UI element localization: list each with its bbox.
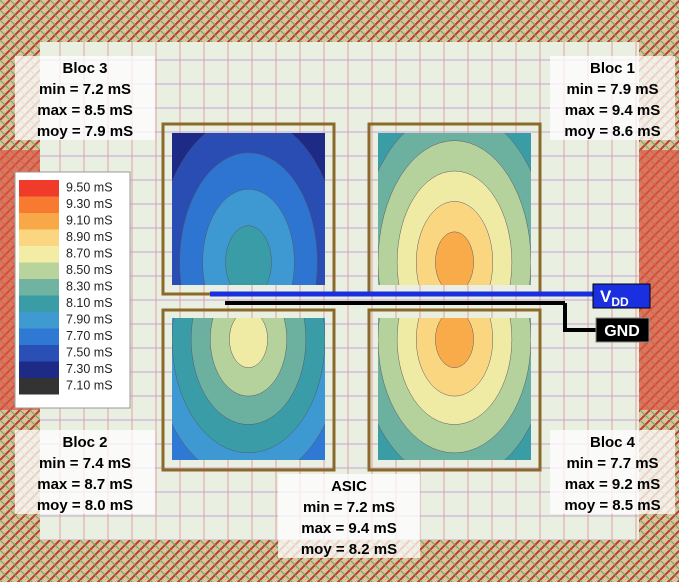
label-bg: [15, 56, 155, 140]
stat-title: Bloc 2: [62, 434, 107, 451]
legend-swatch: [19, 345, 59, 362]
stat-max: max = 9.4 mS: [301, 520, 396, 537]
stat-max: max = 9.4 mS: [565, 102, 660, 119]
stat-title: Bloc 3: [62, 60, 107, 77]
legend-swatch: [19, 295, 59, 312]
stat-max: max = 8.5 mS: [37, 102, 132, 119]
legend-swatch: [19, 262, 59, 279]
contour-map: [378, 133, 531, 285]
block-frame: [367, 308, 542, 472]
stat-title: Bloc 4: [590, 434, 636, 451]
legend-label: 8.50 mS: [66, 263, 113, 277]
stat-min: min = 7.9 mS: [566, 81, 658, 98]
legend-swatch: [19, 213, 59, 230]
label-bg: [15, 430, 155, 514]
legend-label: 8.10 mS: [66, 296, 113, 310]
stat-min: min = 7.7 mS: [566, 455, 658, 472]
legend-swatch: [19, 378, 59, 395]
legend-label: 9.50 mS: [66, 181, 113, 195]
contour-map: [378, 318, 531, 460]
stat-min: min = 7.2 mS: [39, 81, 131, 98]
contour-level: [435, 318, 474, 368]
contour-level: [225, 225, 272, 285]
legend-swatch: [19, 246, 59, 263]
legend-label: 7.10 mS: [66, 379, 113, 393]
label-bg: [278, 474, 420, 558]
gnd-label: GND: [604, 323, 640, 340]
stat-moy: moy = 8.5 mS: [564, 497, 660, 514]
legend-swatch: [19, 328, 59, 345]
legend-swatch: [19, 361, 59, 378]
stat-max: max = 8.7 mS: [37, 476, 132, 493]
stat-min: min = 7.2 mS: [303, 499, 395, 516]
legend-swatch: [19, 279, 59, 296]
stat-moy: moy = 8.2 mS: [301, 541, 397, 558]
legend-swatch: [19, 312, 59, 329]
legend-label: 9.10 mS: [66, 214, 113, 228]
stat-title: ASIC: [331, 478, 367, 495]
block-frame: [161, 308, 336, 472]
legend-label: 7.70 mS: [66, 329, 113, 343]
stat-max: max = 9.2 mS: [565, 476, 660, 493]
gnd-wire: [563, 303, 596, 332]
legend-label: 7.30 mS: [66, 362, 113, 376]
legend-label: 7.90 mS: [66, 313, 113, 327]
legend-label: 8.90 mS: [66, 230, 113, 244]
legend-label: 8.70 mS: [66, 247, 113, 261]
label-bg: [550, 56, 675, 140]
stat-moy: moy = 8.0 mS: [37, 497, 133, 514]
contour-level: [435, 231, 474, 285]
stat-min: min = 7.4 mS: [39, 455, 131, 472]
vdd-label: VDD: [600, 287, 629, 309]
contour-map: [172, 133, 325, 285]
stat-moy: moy = 7.9 mS: [37, 123, 133, 140]
vdd-sub: DD: [611, 295, 629, 309]
legend-label: 8.30 mS: [66, 280, 113, 294]
legend-swatch: [19, 196, 59, 213]
contour-level: [229, 318, 268, 368]
legend-label: 9.30 mS: [66, 197, 113, 211]
vdd-box: [592, 283, 651, 309]
contour-map: [172, 318, 325, 460]
label-bg: [550, 430, 675, 514]
gnd-box: [595, 317, 650, 343]
legend-swatch: [19, 180, 59, 197]
side-pads: [639, 150, 679, 410]
legend-swatch: [19, 229, 59, 246]
stat-title: Bloc 1: [590, 60, 635, 77]
legend-label: 7.50 mS: [66, 346, 113, 360]
stat-moy: moy = 8.6 mS: [564, 123, 660, 140]
vdd-main: V: [600, 287, 612, 306]
